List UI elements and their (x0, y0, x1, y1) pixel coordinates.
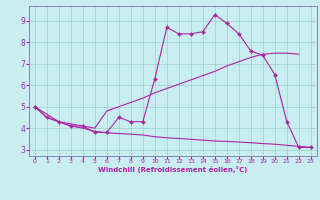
X-axis label: Windchill (Refroidissement éolien,°C): Windchill (Refroidissement éolien,°C) (98, 166, 247, 173)
